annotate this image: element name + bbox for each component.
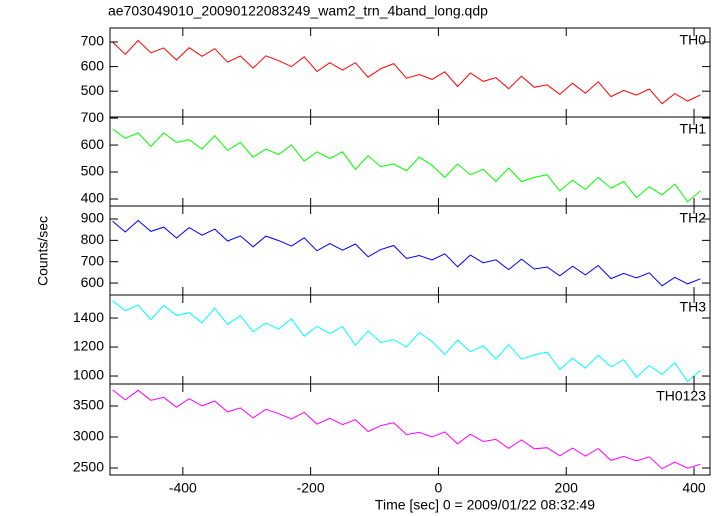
y-tick-label: 700 [81,252,105,268]
x-tick-label: -200 [297,480,325,496]
data-line [112,389,701,470]
data-line [112,219,701,287]
panel-frame [109,116,711,207]
chart-title: ae703049010_20090122083249_wam2_trn_4ban… [108,3,488,19]
x-tick-label: 400 [682,480,706,496]
y-tick-label: 700 [81,109,105,125]
y-axis-label: Counts/sec [35,216,51,286]
y-tick-label: 1000 [73,367,104,383]
panel-frame [109,294,711,385]
y-tick-label: 600 [81,274,105,290]
panel-frame [109,27,711,118]
y-tick-label: 3500 [73,397,104,413]
panel-label: TH2 [680,210,707,226]
panel-frame [109,383,711,476]
panel-label: TH3 [680,299,707,315]
panel-label: TH0 [680,32,707,48]
y-tick-label: 400 [81,190,105,206]
data-line [112,300,701,383]
x-tick-label: -400 [169,480,197,496]
y-tick-label: 600 [81,136,105,152]
y-tick-label: 800 [81,231,105,247]
y-tick-label: 500 [81,163,105,179]
panel-label: TH0123 [656,388,706,404]
y-tick-label: 1400 [73,309,104,325]
y-tick-label: 3000 [73,428,104,444]
panel-label: TH1 [680,121,707,137]
panel-frame [109,205,711,296]
data-line [112,39,701,105]
x-tick-label: 0 [435,480,443,496]
y-tick-label: 900 [81,210,105,226]
y-tick-label: 500 [81,82,105,98]
x-tick-label: 200 [555,480,579,496]
y-tick-label: 2500 [73,459,104,475]
y-tick-label: 1200 [73,338,104,354]
y-tick-label: 700 [81,33,105,49]
data-line [112,128,701,203]
x-axis-label: Time [sec] 0 = 2009/01/22 08:32:49 [375,497,595,513]
y-tick-label: 600 [81,57,105,73]
